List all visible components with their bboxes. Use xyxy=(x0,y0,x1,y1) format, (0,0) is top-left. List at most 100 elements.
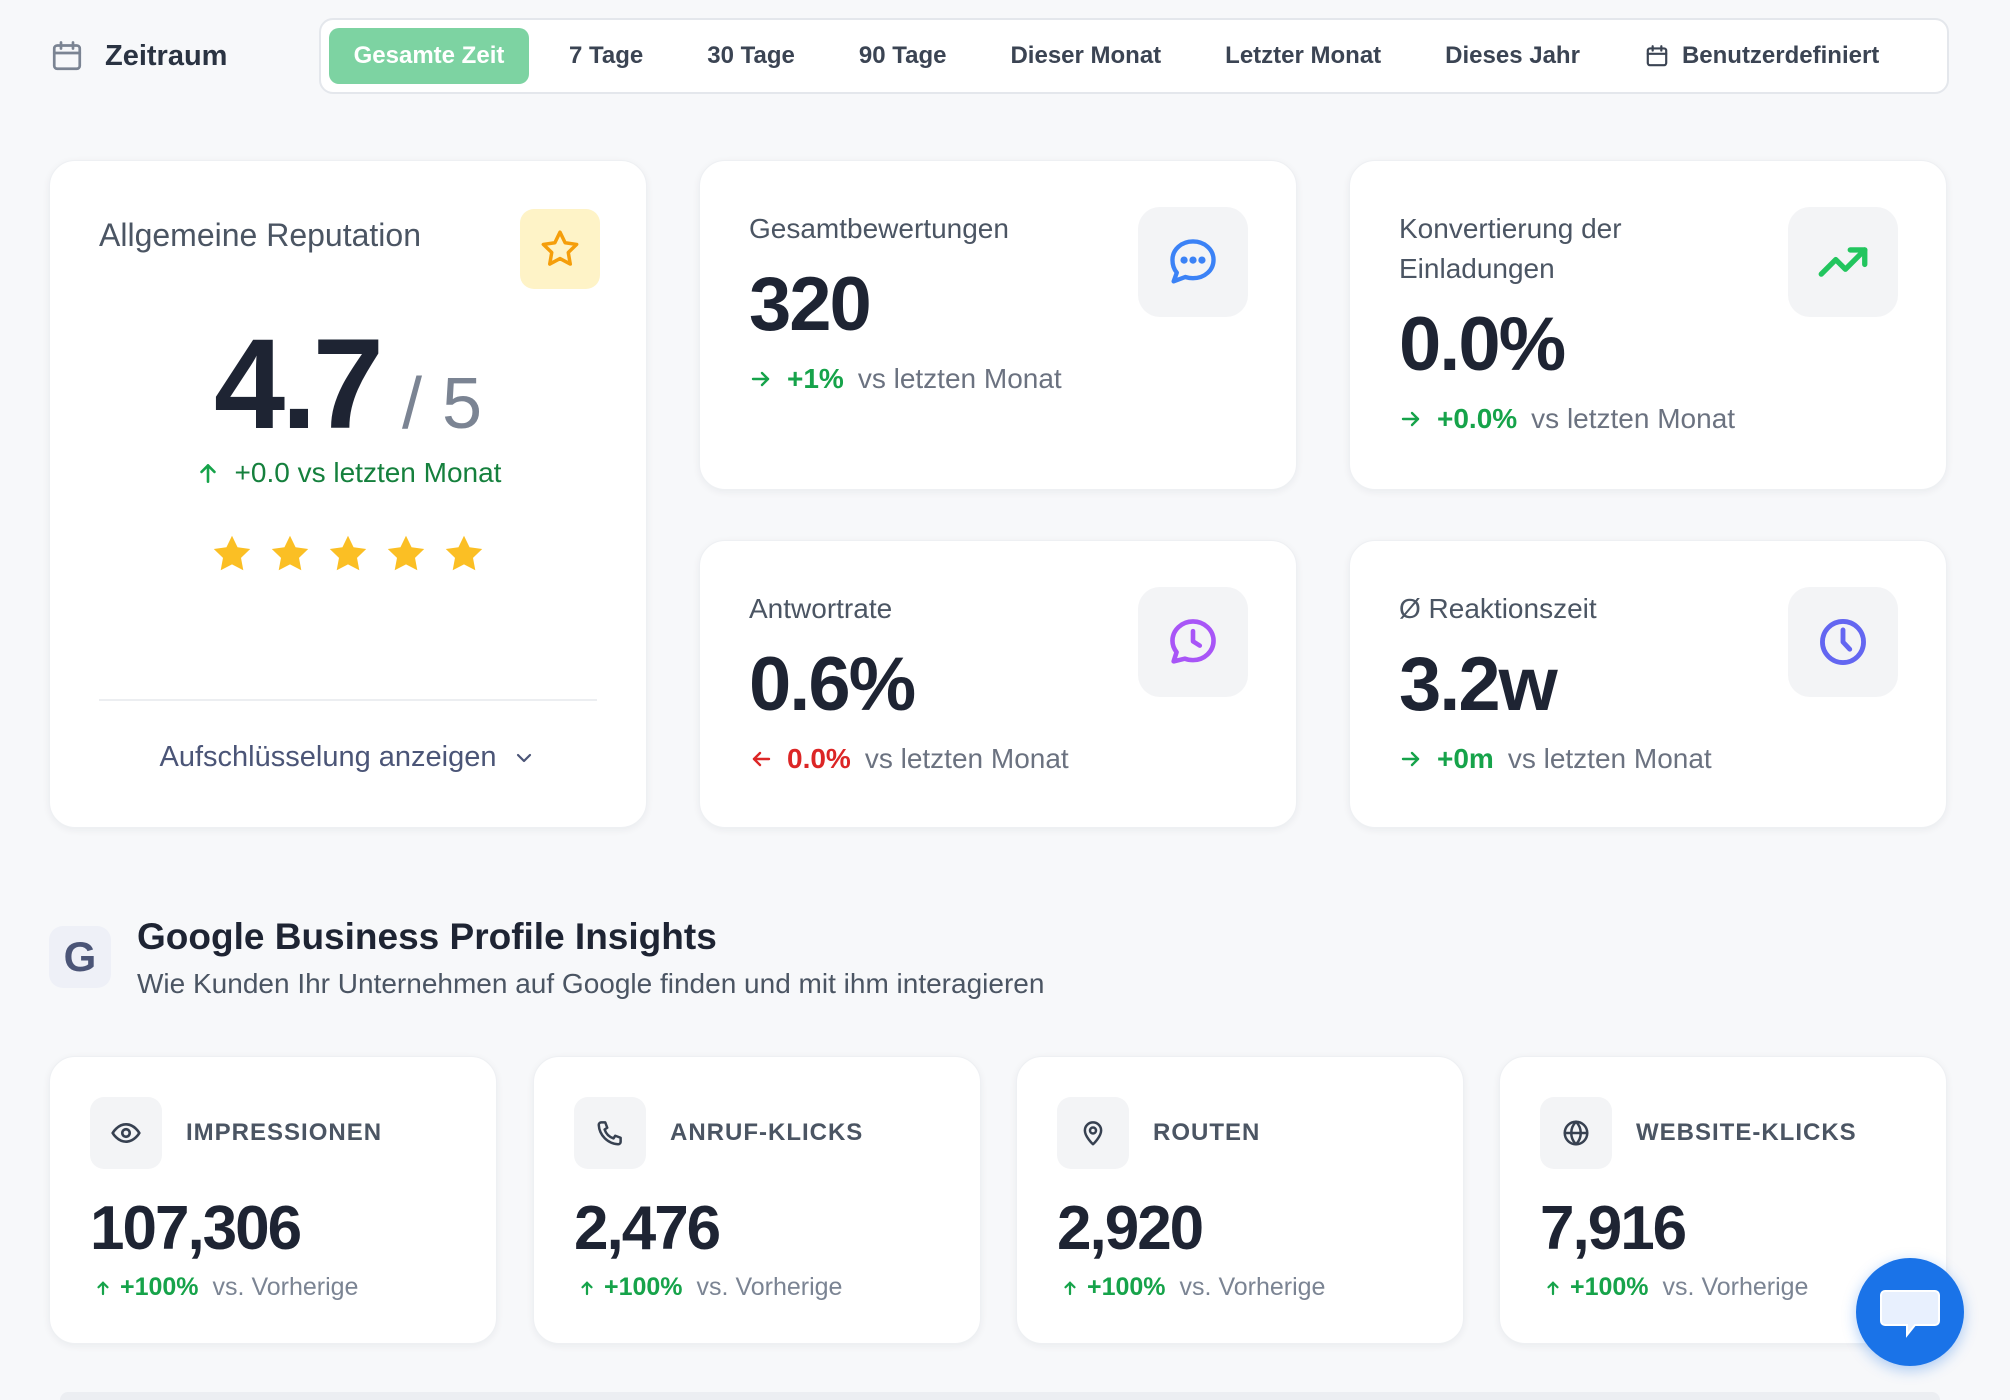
stat-change: +100% vs. Vorherige xyxy=(1061,1273,1325,1302)
tab-this-month[interactable]: Dieser Monat xyxy=(1010,42,1162,69)
tab-7-days[interactable]: 7 Tage xyxy=(569,42,644,69)
star-icon xyxy=(267,531,313,577)
star-icon xyxy=(209,531,255,577)
kpi-title: Konvertierung der Einladungen xyxy=(1399,213,1622,284)
kpi-value: 3.2w xyxy=(1399,642,1558,727)
period-label: Zeitraum xyxy=(49,38,227,74)
breakdown-label: Aufschlüsselung anzeigen xyxy=(159,741,497,773)
reputation-card: Allgemeine Reputation 4.7/ 5 +0.0 vs let… xyxy=(49,160,647,828)
kpi-change-value: +1% xyxy=(787,363,844,394)
stat-label: ROUTEN xyxy=(1153,1119,1261,1146)
stat-card-impressions: IMPRESSIONEN 107,306 +100% vs. Vorherige xyxy=(49,1056,497,1344)
kpi-change-value: 0.0% xyxy=(787,743,851,774)
kpi-change-value: +0.0% xyxy=(1437,403,1518,434)
star-icon xyxy=(520,209,600,289)
kpi-change-suffix: vs letzten Monat xyxy=(1507,743,1712,774)
arrow-right-icon xyxy=(1399,407,1423,431)
google-logo-icon: G xyxy=(49,926,111,988)
stat-card-call-clicks: ANRUF-KLICKS 2,476 +100% vs. Vorherige xyxy=(533,1056,981,1344)
stat-change-value: +100% xyxy=(120,1273,199,1301)
kpi-title: Gesamtbewertungen xyxy=(749,213,1009,244)
tab-30-days[interactable]: 30 Tage xyxy=(707,42,795,69)
kpi-change: +0m vs letzten Monat xyxy=(1399,743,1712,775)
kpi-change-suffix: vs letzten Monat xyxy=(857,363,1062,394)
divider xyxy=(99,699,597,701)
stat-value: 107,306 xyxy=(90,1194,302,1263)
stat-change-value: +100% xyxy=(604,1273,683,1301)
stat-value: 7,916 xyxy=(1540,1194,1687,1263)
stat-change-value: +100% xyxy=(1570,1273,1649,1301)
kpi-card-conversion: Konvertierung der Einladungen 0.0% +0.0%… xyxy=(1349,160,1947,490)
map-pin-icon xyxy=(1057,1097,1129,1169)
reputation-score-value: 4.7 xyxy=(214,313,384,456)
kpi-value: 0.0% xyxy=(1399,302,1566,387)
arrow-up-icon xyxy=(1061,1279,1079,1297)
reputation-score-max: / 5 xyxy=(401,364,482,444)
breakdown-toggle[interactable]: Aufschlüsselung anzeigen xyxy=(50,741,646,774)
clock-icon xyxy=(1788,587,1898,697)
period-label-text: Zeitraum xyxy=(105,39,228,72)
stat-value: 2,920 xyxy=(1057,1194,1204,1263)
stat-label: WEBSITE-KLICKS xyxy=(1636,1119,1857,1146)
kpi-change-value: +0m xyxy=(1437,743,1494,774)
reputation-title: Allgemeine Reputation xyxy=(99,217,421,253)
stat-change: +100% vs. Vorherige xyxy=(94,1273,358,1302)
period-tabs: Gesamte Zeit 7 Tage 30 Tage 90 Tage Dies… xyxy=(319,18,1949,94)
kpi-value: 0.6% xyxy=(749,642,916,727)
eye-icon xyxy=(90,1097,162,1169)
star-icon xyxy=(441,531,487,577)
stat-change-suffix: vs. Vorherige xyxy=(1179,1273,1326,1301)
reputation-score: 4.7/ 5 xyxy=(50,311,646,458)
arrow-up-icon xyxy=(94,1279,112,1297)
globe-icon xyxy=(1540,1097,1612,1169)
tab-90-days[interactable]: 90 Tage xyxy=(858,42,947,69)
stat-label: IMPRESSIONEN xyxy=(186,1119,383,1146)
stat-change: +100% vs. Vorherige xyxy=(1544,1273,1808,1302)
reputation-change: +0.0 vs letzten Monat xyxy=(50,457,646,489)
kpi-card-reviews: Gesamtbewertungen 320 +1% vs letzten Mon… xyxy=(699,160,1297,490)
insights-title: Google Business Profile Insights xyxy=(137,916,717,957)
tab-all-time[interactable]: Gesamte Zeit xyxy=(329,28,529,84)
star-icon xyxy=(325,531,371,577)
arrow-up-icon xyxy=(578,1279,596,1297)
kpi-card-response-rate: Antwortrate 0.6% 0.0% vs letzten Monat xyxy=(699,540,1297,828)
kpi-title: Antwortrate xyxy=(749,593,893,624)
arrow-up-icon xyxy=(1544,1279,1562,1297)
arrow-left-icon xyxy=(749,747,773,771)
stat-change: +100% vs. Vorherige xyxy=(578,1273,842,1302)
arrow-right-icon xyxy=(1399,747,1423,771)
period-selector: Zeitraum Gesamte Zeit 7 Tage 30 Tage 90 … xyxy=(49,18,1949,94)
trending-up-icon xyxy=(1788,207,1898,317)
kpi-change: 0.0% vs letzten Monat xyxy=(749,743,1069,775)
tab-this-year[interactable]: Dieses Jahr xyxy=(1445,42,1580,69)
kpi-change-suffix: vs letzten Monat xyxy=(1531,403,1736,434)
chat-bubble-icon xyxy=(1879,1283,1941,1341)
calendar-icon xyxy=(49,38,85,74)
chevron-down-icon xyxy=(512,746,536,770)
stat-change-suffix: vs. Vorherige xyxy=(696,1273,843,1301)
kpi-change-suffix: vs letzten Monat xyxy=(864,743,1069,774)
kpi-value: 320 xyxy=(749,262,872,347)
next-section-edge xyxy=(60,1392,1940,1400)
tab-custom[interactable]: Benutzerdefiniert xyxy=(1620,28,1903,84)
phone-icon xyxy=(574,1097,646,1169)
tab-last-month[interactable]: Letzter Monat xyxy=(1225,42,1382,69)
kpi-card-reaction-time: Ø Reaktionszeit 3.2w +0m vs letzten Mona… xyxy=(1349,540,1947,828)
chat-bubble-icon xyxy=(1138,207,1248,317)
calendar-icon xyxy=(1644,43,1670,69)
stat-card-routes: ROUTEN 2,920 +100% vs. Vorherige xyxy=(1016,1056,1464,1344)
stat-change-suffix: vs. Vorherige xyxy=(212,1273,359,1301)
tab-custom-label: Benutzerdefiniert xyxy=(1681,42,1880,69)
arrow-up-icon xyxy=(195,460,221,486)
kpi-title: Ø Reaktionszeit xyxy=(1399,593,1597,624)
star-rating xyxy=(50,531,646,577)
arrow-right-icon xyxy=(749,367,773,391)
kpi-change: +1% vs letzten Monat xyxy=(749,363,1062,395)
insights-header: G Google Business Profile Insights Wie K… xyxy=(49,916,1249,1006)
kpi-change: +0.0% vs letzten Monat xyxy=(1399,403,1735,435)
reputation-change-text: +0.0 vs letzten Monat xyxy=(234,457,502,488)
stat-change-suffix: vs. Vorherige xyxy=(1662,1273,1809,1301)
stat-change-value: +100% xyxy=(1087,1273,1166,1301)
insights-subtitle: Wie Kunden Ihr Unternehmen auf Google fi… xyxy=(137,968,1045,999)
chat-button[interactable] xyxy=(1856,1258,1964,1366)
